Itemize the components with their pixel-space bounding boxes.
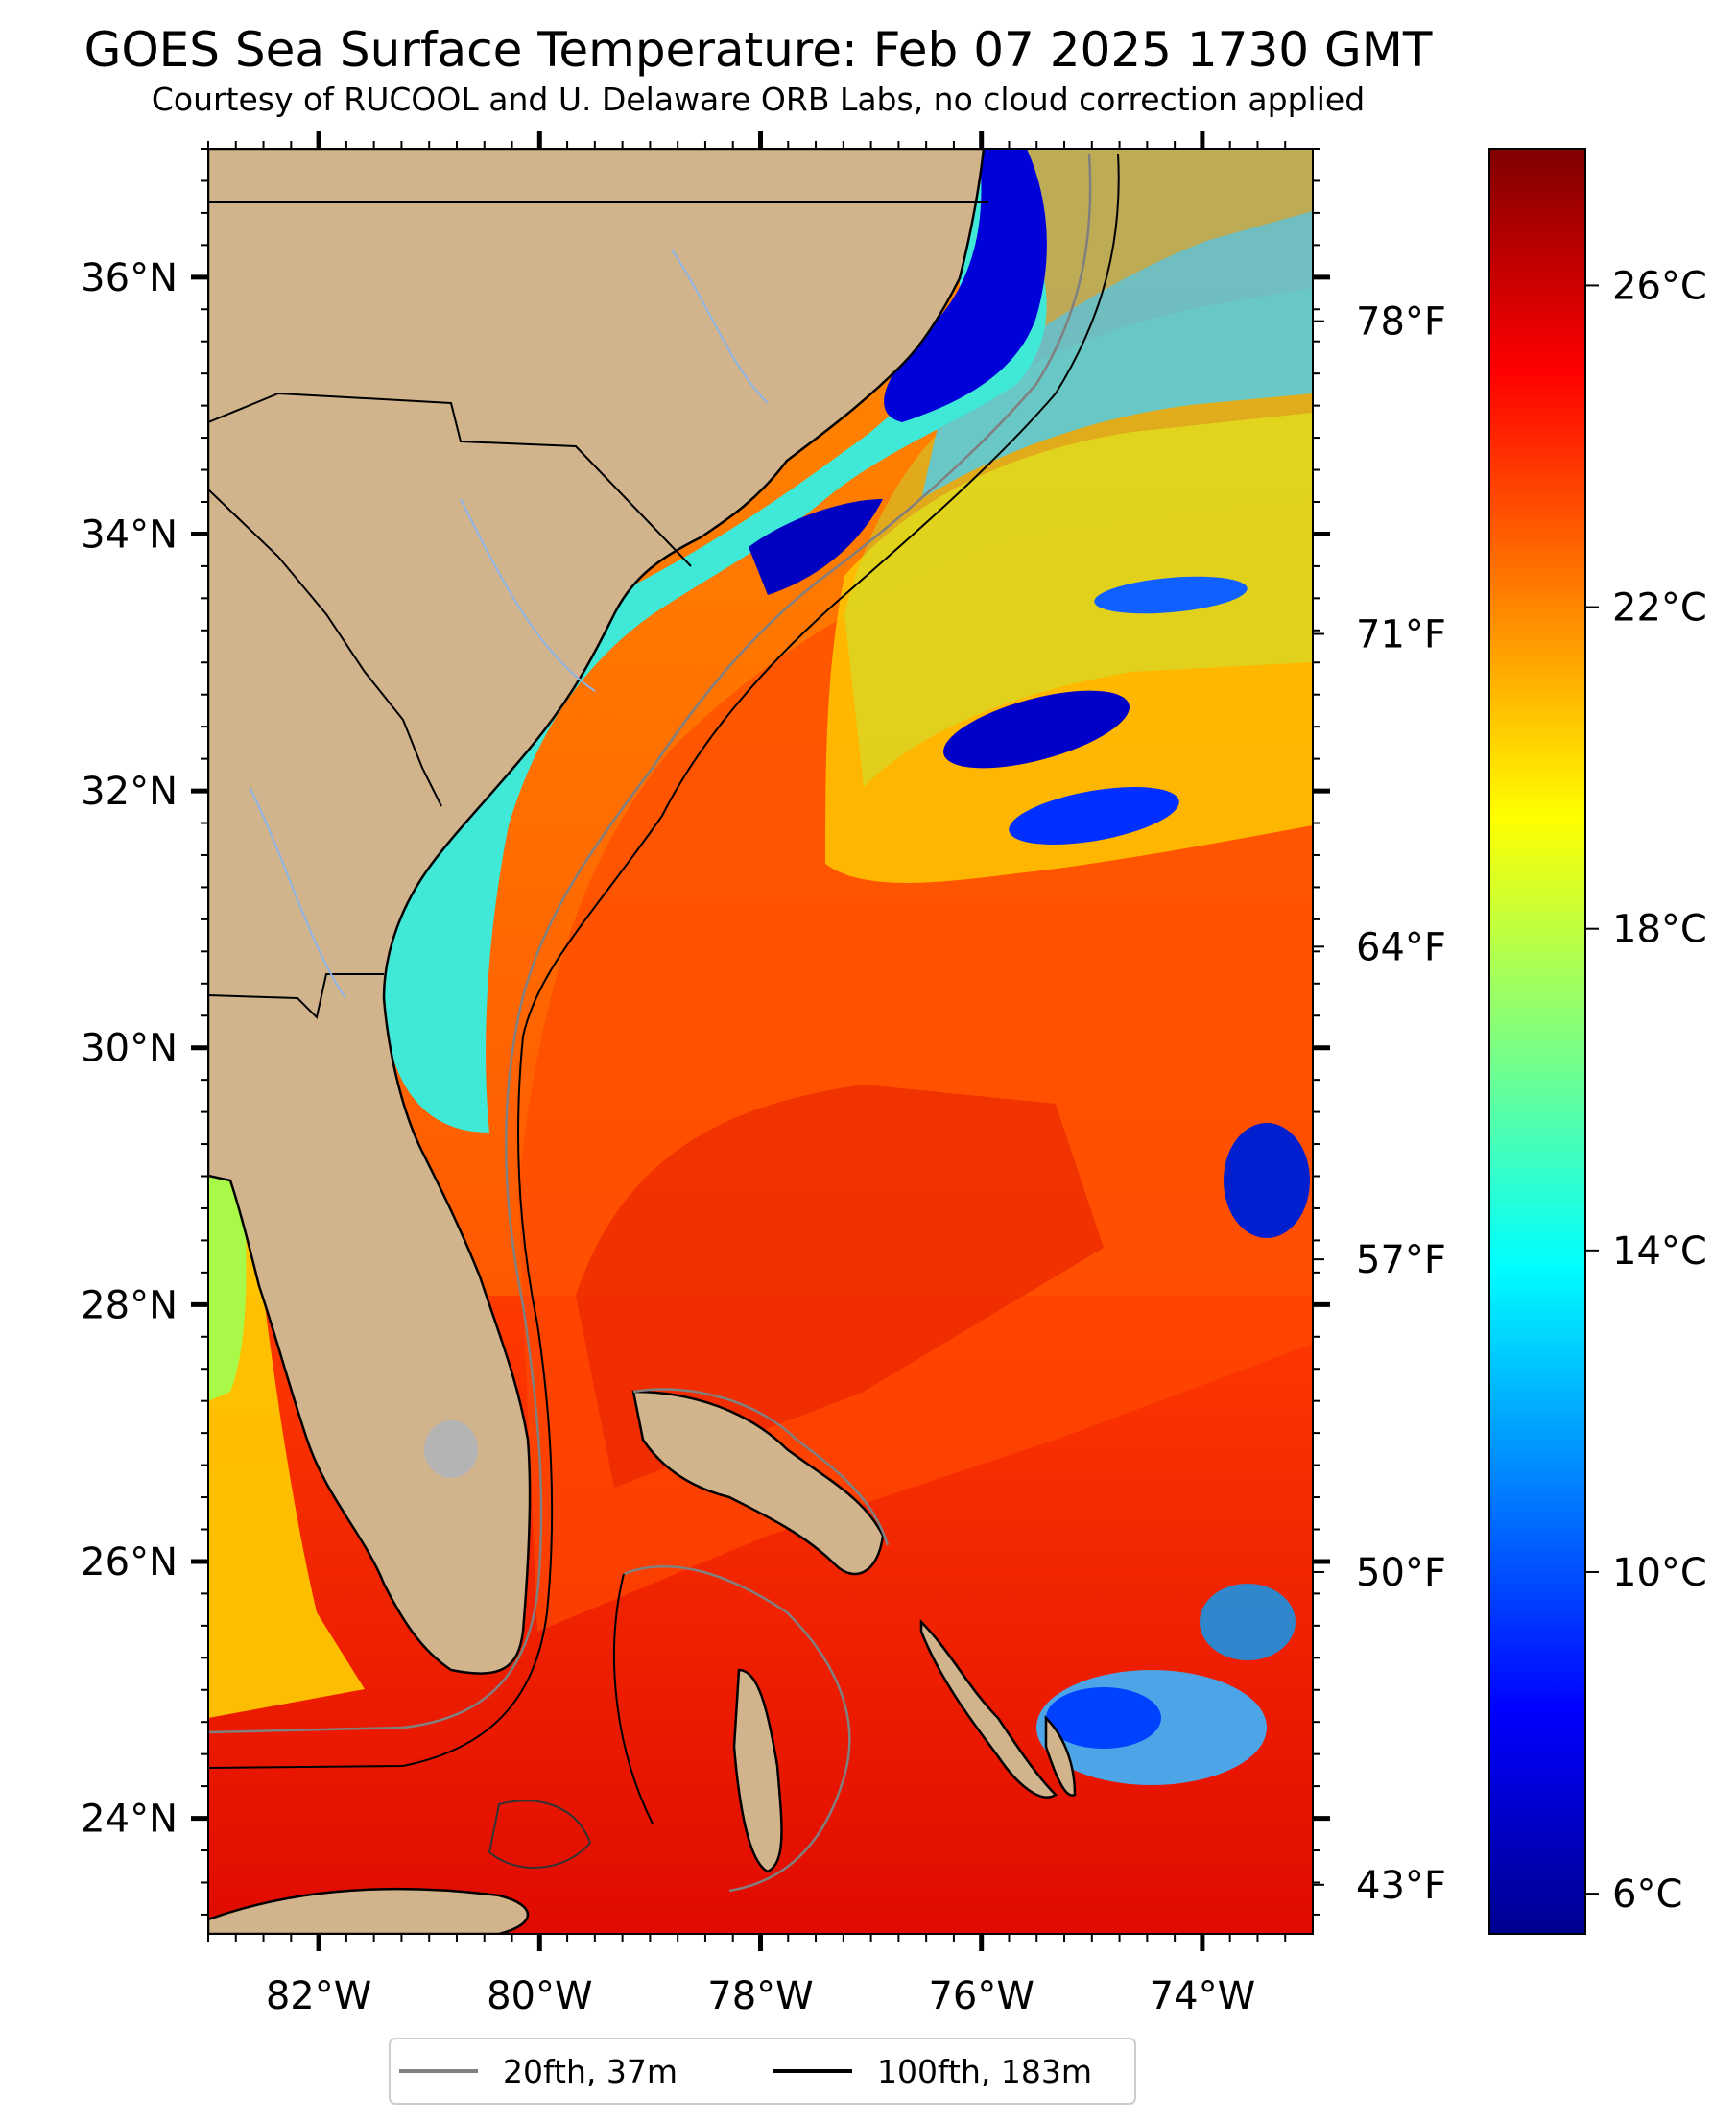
lon-tick-label: 78°W <box>707 1974 813 2018</box>
warm-eddy <box>576 1085 1104 1488</box>
legend-box <box>389 2038 1136 2105</box>
land-grand-bahama <box>631 1390 885 1576</box>
lat-tick-label: 32°N <box>81 770 178 814</box>
legend-label-100fth: 100fth, 183m <box>877 2053 1092 2090</box>
lat-tick-label: 26°N <box>81 1540 178 1585</box>
colorbar-tick-label: 14°C <box>1612 1229 1707 1274</box>
isobath-cay-sal <box>488 1800 592 1869</box>
lat-tick-label: 34°N <box>81 513 178 557</box>
lon-tick-label: 80°W <box>487 1974 592 2018</box>
fahrenheit-tick-label: 43°F <box>1356 1864 1446 1908</box>
isobath-bahamas-2 <box>623 1564 851 1893</box>
colorbar-tick-label: 22°C <box>1612 586 1707 631</box>
colorbar-tick-label: 10°C <box>1612 1551 1707 1595</box>
fahrenheit-tick-label: 57°F <box>1356 1238 1446 1282</box>
cold-patch-bahamas-core <box>1046 1687 1161 1749</box>
lat-tick-label: 28°N <box>81 1283 178 1327</box>
chart-subtitle: Courtesy of RUCOOL and U. Delaware ORB L… <box>151 81 1366 118</box>
legend: 20fth, 37m 100fth, 183m <box>389 2038 1136 2105</box>
border-nc-sc <box>208 392 692 567</box>
cold-patch-2 <box>1009 787 1179 845</box>
cool-band-yellow <box>825 413 1313 883</box>
coastal-cold-north <box>884 149 1047 422</box>
lon-tick-label: 76°W <box>928 1974 1034 2018</box>
border-sc-ga <box>208 489 442 807</box>
lat-tick-label: 36°N <box>81 256 178 300</box>
colorbar-tick-label: 18°C <box>1612 908 1707 952</box>
fahrenheit-tick-label: 71°F <box>1356 612 1446 656</box>
colorbar-ticks: 26°C 22°C 18°C 14°C 10°C 6°C <box>1585 264 1707 1917</box>
land-cuba <box>208 1887 530 1934</box>
isobath-bahamas-3 <box>613 1573 654 1824</box>
map-area <box>208 149 1313 1934</box>
colorbar <box>1488 148 1586 1935</box>
lake-okeechobee <box>424 1420 478 1478</box>
coastal-cold-carolina <box>749 499 883 595</box>
colorbar-tick-label: 26°C <box>1612 264 1707 308</box>
fahrenheit-tick-label: 50°F <box>1356 1551 1446 1595</box>
chart-title: GOES Sea Surface Temperature: Feb 07 202… <box>83 22 1433 78</box>
isobath-bahamas-1 <box>632 1388 890 1546</box>
cold-patch-1 <box>943 690 1130 769</box>
colorbar-tick-label: 6°C <box>1612 1872 1682 1917</box>
legend-label-20fth: 20fth, 37m <box>503 2053 678 2090</box>
river-1 <box>249 786 346 999</box>
fahrenheit-tick-label: 78°F <box>1356 300 1446 345</box>
land-southeast-us <box>208 149 986 1675</box>
cold-patch-east <box>1200 1584 1296 1660</box>
fahrenheit-tick-label: 64°F <box>1356 925 1446 969</box>
land-eleuthera <box>919 1618 1058 1799</box>
lat-tick-label: 24°N <box>81 1798 178 1842</box>
gulf-of-mexico-water <box>208 1171 365 1718</box>
gulf-cool-water <box>208 1152 247 1401</box>
isobath-20fth <box>208 153 1092 1734</box>
lat-tick-label: 30°N <box>81 1027 178 1071</box>
land-andros <box>732 1668 783 1873</box>
warm-filament-north <box>988 149 1313 365</box>
river-3 <box>671 249 769 404</box>
land-cat-island <box>1044 1714 1077 1797</box>
river-2 <box>460 498 596 692</box>
isobath-100fth <box>208 153 1120 1769</box>
border-ga-fl <box>208 973 384 1019</box>
map-axes: 82°W 80°W 78°W 76°W 74°W 24°N 26°N 28°N 30°N 32°N… <box>81 131 1446 2018</box>
cold-patch-3 <box>1094 576 1248 614</box>
lon-tick-label: 74°W <box>1150 1974 1255 2018</box>
cold-patch-4 <box>1224 1123 1310 1238</box>
lon-tick-label: 82°W <box>266 1974 371 2018</box>
